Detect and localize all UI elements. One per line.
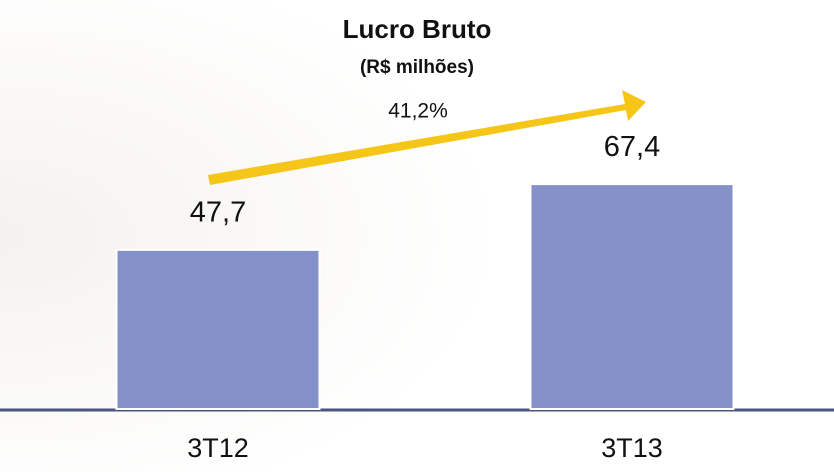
bar: [115, 248, 321, 410]
value-label: 67,4: [604, 131, 660, 163]
growth-arrow: [208, 90, 646, 185]
chart-subtitle: (R$ milhões): [360, 57, 474, 78]
x-tick-label: 3T12: [187, 433, 249, 463]
value-label: 47,7: [190, 197, 246, 229]
annotation: 41,2%: [388, 100, 448, 123]
x-tick-label: 3T13: [601, 433, 663, 463]
chart-title: Lucro Bruto: [343, 14, 492, 44]
bar: [529, 183, 735, 410]
